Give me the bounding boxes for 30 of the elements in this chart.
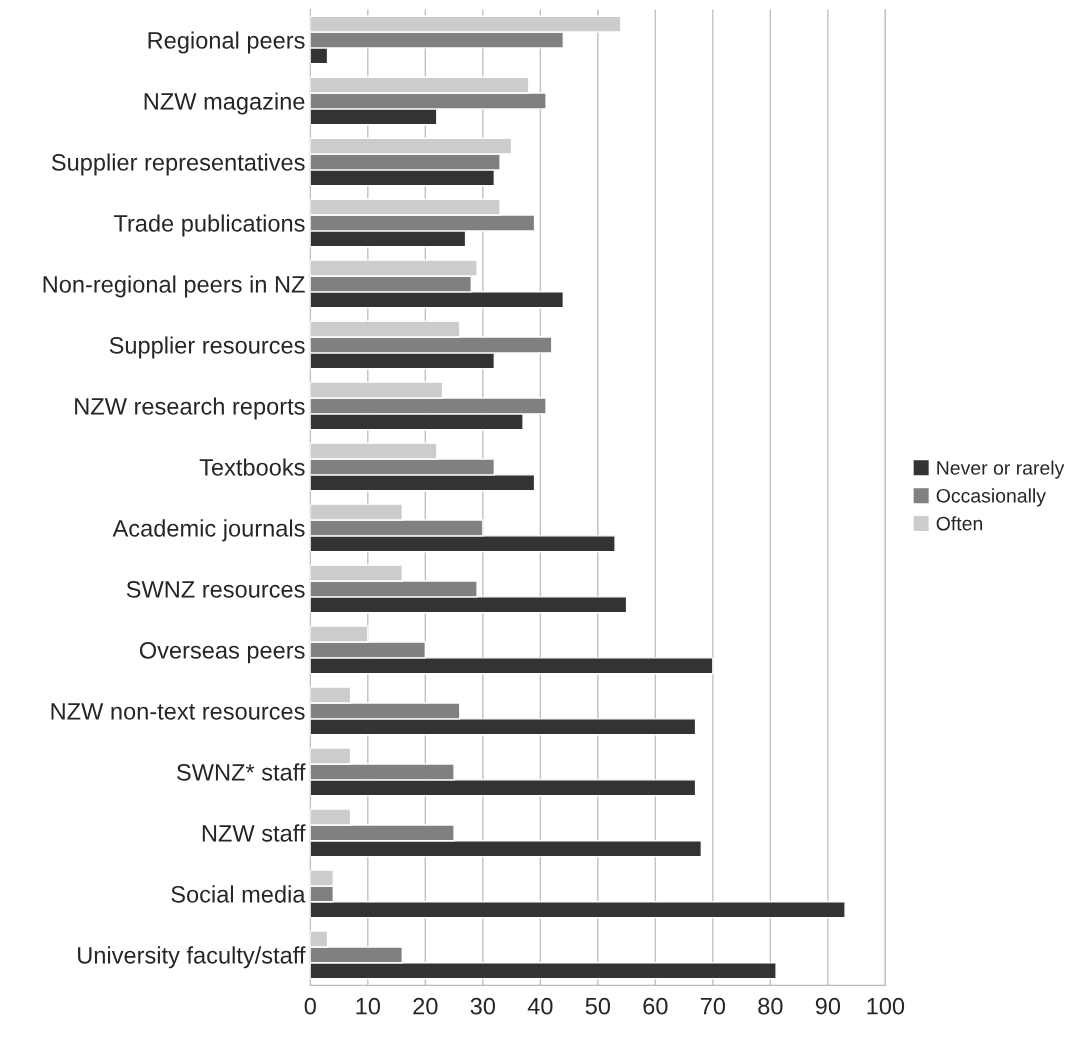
y-tick-label: Regional peers	[148, 31, 305, 54]
x-tick-label: 70	[700, 997, 726, 1015]
x-tick-label: 90	[815, 997, 841, 1015]
x-tick-label: 30	[470, 997, 496, 1015]
x-tick-label: 40	[527, 997, 553, 1015]
y-tick-label: NZW staff	[202, 824, 306, 842]
x-tick-label: 50	[585, 997, 611, 1015]
y-tick-label: Non-regional peers in NZ	[43, 275, 305, 298]
y-tick-label: Supplier representatives	[51, 153, 305, 176]
legend-label: Occasionally	[936, 488, 1046, 507]
y-tick-label: SWNZ resources	[126, 580, 305, 598]
y-tick-label: NZW magazine	[144, 92, 305, 115]
y-tick-label: Supplier resources	[109, 336, 305, 359]
y-tick-label: NZW research reports	[75, 397, 305, 420]
x-tick-label: 100	[867, 997, 905, 1015]
y-tick-label: NZW non-text resources	[51, 703, 305, 720]
x-tick-label: 60	[643, 997, 668, 1015]
y-tick-label: Social media	[171, 885, 306, 903]
legend-label: Never or rarely	[937, 460, 1065, 479]
y-tick-label: Overseas peers	[139, 641, 305, 664]
y-tick-label: Textbooks	[199, 458, 305, 476]
x-tick-label: 10	[356, 997, 381, 1015]
y-tick-label: Trade publications	[113, 214, 305, 237]
x-tick-label: 0	[304, 997, 316, 1015]
y-tick-label: Academic journals	[112, 519, 305, 542]
x-tick-label: 80	[758, 997, 783, 1015]
y-tick-label: SWNZ* staff	[177, 763, 306, 781]
y-tick-label: University faculty/staff	[78, 946, 306, 969]
legend-label: Often	[936, 516, 983, 531]
x-tick-label: 20	[413, 997, 438, 1015]
